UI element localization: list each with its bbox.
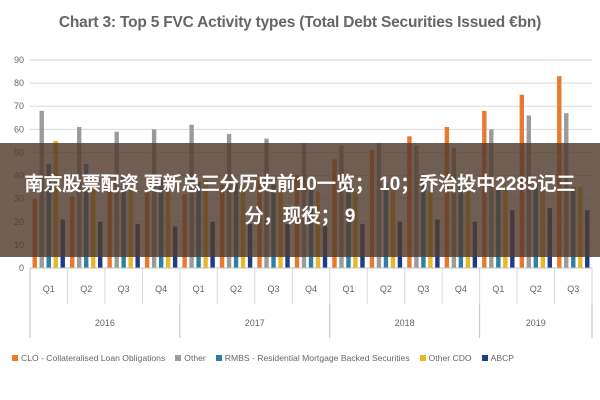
x-year-label: 2019 [526, 318, 546, 328]
x-year-label: 2017 [245, 318, 265, 328]
legend-swatch [215, 355, 222, 361]
legend-label: RMBS - Residential Mortgage Backed Secur… [224, 353, 410, 363]
x-tick-label: Q1 [43, 284, 55, 294]
legend-swatch [12, 355, 18, 361]
y-tick-label: 60 [14, 124, 24, 134]
x-tick-label: Q4 [305, 284, 317, 294]
legend-label: Other CDO [428, 353, 472, 363]
x-year-label: 2016 [95, 318, 115, 328]
y-tick-label: 0 [19, 263, 24, 273]
legend-item: Other CDO [419, 353, 472, 363]
x-axis: Q1 Q2 Q3 Q4 Q1 Q2 Q3 Q4 Q1 Q2 Q3 Q4 Q1 Q2 Q3 2016 2017 20… [29, 267, 593, 338]
y-tick-label: 70 [14, 101, 24, 111]
legend-label: Other [184, 353, 206, 363]
x-tick-label: Q1 [492, 284, 504, 294]
chart-legend: CLO - Collateralised Loan Obligations Oth… [12, 353, 597, 363]
legend-swatch [481, 355, 488, 361]
x-tick-label: Q3 [268, 284, 280, 294]
x-tick-label: Q3 [417, 284, 429, 294]
legend-item: Other [175, 353, 206, 363]
legend-item: ABCP [481, 353, 515, 363]
legend-label: CLO - Collateralised Loan Obligations [21, 353, 166, 363]
overlay-banner: 南京股票配资 更新总三分历史前10一览； 10；乔治投中2285记三分，现役； … [0, 143, 600, 257]
x-tick-label: Q4 [155, 284, 167, 294]
y-tick-label: 90 [14, 55, 24, 65]
x-tick-label: Q2 [80, 284, 92, 294]
chart-title: Chart 3: Top 5 FVC Activity types (Total… [58, 14, 542, 31]
x-tick-label: Q2 [380, 284, 392, 294]
x-year-label: 2018 [395, 318, 415, 328]
x-tick-label: Q3 [118, 284, 130, 294]
legend-swatch [419, 355, 426, 361]
legend-item: CLO - Collateralised Loan Obligations [12, 353, 165, 363]
x-tick-label: Q3 [567, 284, 579, 294]
x-tick-label: Q1 [193, 284, 205, 294]
x-tick-label: Q2 [230, 284, 242, 294]
overlay-banner-text: 南京股票配资 更新总三分历史前10一览； 10；乔治投中2285记三分，现役； … [24, 174, 576, 227]
y-tick-label: 80 [14, 78, 24, 88]
legend-label: ABCP [490, 353, 515, 363]
x-tick-label: Q2 [530, 284, 542, 294]
x-tick-label: Q1 [342, 284, 354, 294]
legend-item: RMBS - Residential Mortgage Backed Secur… [215, 353, 410, 363]
x-tick-label: Q4 [455, 284, 467, 294]
legend-swatch [175, 355, 182, 361]
